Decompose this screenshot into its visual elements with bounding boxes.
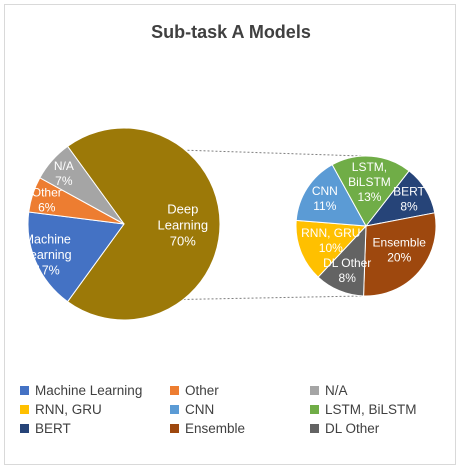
secondary-pie-label-dl-other-value: 8% <box>339 271 357 285</box>
legend-swatch <box>170 424 179 433</box>
legend-item-bert: BERT <box>20 421 170 436</box>
chart-title: Sub-task A Models <box>151 22 311 42</box>
secondary-pie-slice-cnn <box>295 164 367 227</box>
main-pie-label-other-name: Other <box>32 186 62 200</box>
secondary-pie-slice-ensemble <box>363 212 437 297</box>
main-pie-label-deep-learning-value: 70% <box>170 233 196 248</box>
main-pie-label-other-value: 6% <box>38 201 56 215</box>
secondary-pie-label-dl-other-name: DL Other <box>323 256 371 270</box>
legend-swatch <box>170 405 179 414</box>
main-pie-slice-deep-learning <box>66 127 221 321</box>
legend-item-n-a: N/A <box>310 383 440 398</box>
main-pie-label-n-a-name: N/A <box>54 159 74 173</box>
legend-label: RNN, GRU <box>35 402 102 417</box>
legend-swatch <box>20 386 29 395</box>
legend-item-ensemble: Ensemble <box>170 421 310 436</box>
legend-item-other: Other <box>170 383 310 398</box>
legend-label: CNN <box>185 402 215 417</box>
legend-swatch <box>310 424 319 433</box>
secondary-pie-slice-lstm-bilstm <box>331 155 410 227</box>
legend-label: N/A <box>325 383 348 398</box>
secondary-pie-label-rnn-gru-value: 10% <box>319 241 343 255</box>
main-pie-label-machine-learning-name: Learning <box>23 248 72 262</box>
main-pie-label-deep-learning-name: Deep <box>167 201 198 216</box>
legend-swatch <box>20 405 29 414</box>
main-pie-slice-n-a <box>39 145 125 225</box>
legend-swatch <box>310 386 319 395</box>
legend-item-lstm-bilstm: LSTM, BiLSTM <box>310 402 440 417</box>
legend-item-machine-learning: Machine Learning <box>20 383 170 398</box>
secondary-pie-label-lstm-bilstm-name: LSTM, <box>352 160 387 174</box>
secondary-pie-label-ensemble-name: Ensemble <box>373 236 427 250</box>
legend-label: BERT <box>35 421 71 436</box>
legend-item-rnn-gru: RNN, GRU <box>20 402 170 417</box>
main-pie-label-machine-learning-name: Machine <box>24 233 71 247</box>
legend-swatch <box>170 386 179 395</box>
secondary-pie-label-cnn-name: CNN <box>312 184 338 198</box>
main-pie-label-machine-learning-value: 17% <box>35 264 60 278</box>
main-pie-label-n-a-value: 7% <box>55 174 73 188</box>
main-pie-label-deep-learning-name: Learning <box>157 217 208 232</box>
legend-swatch <box>310 405 319 414</box>
legend-label: Other <box>185 383 219 398</box>
secondary-pie-label-cnn-value: 11% <box>313 199 336 213</box>
legend-item-cnn: CNN <box>170 402 310 417</box>
chart-legend: Machine Learning Other N/A RNN, GRU CNN LSTM,… <box>20 383 440 436</box>
secondary-pie-label-lstm-bilstm-name: BiLSTM <box>348 175 391 189</box>
secondary-pie-label-bert-value: 8% <box>400 199 418 213</box>
secondary-pie-label-ensemble-value: 20% <box>387 251 411 265</box>
secondary-pie-slice-rnn-gru <box>295 219 368 278</box>
legend-label: Ensemble <box>185 421 246 436</box>
secondary-pie-label-rnn-gru-name: RNN, GRU <box>301 226 360 240</box>
legend-label: DL Other <box>325 421 380 436</box>
legend-swatch <box>20 424 29 433</box>
main-pie-slice-machine-learning <box>27 211 125 303</box>
secondary-pie-label-bert-name: BERT <box>393 184 425 198</box>
legend-item-dl-other: DL Other <box>310 421 440 436</box>
legend-label: Machine Learning <box>35 383 143 398</box>
legend-label: LSTM, BiLSTM <box>325 402 417 417</box>
secondary-pie-label-lstm-bilstm-value: 13% <box>357 190 381 204</box>
